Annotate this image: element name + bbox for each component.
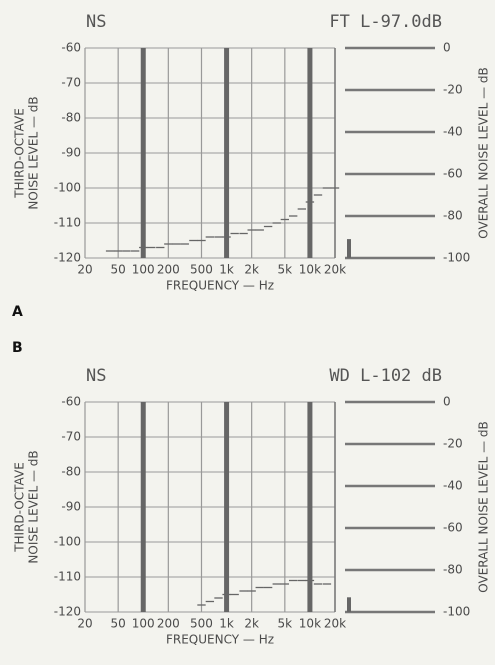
panel-label: A bbox=[12, 304, 23, 320]
y2-tick-label: -60 bbox=[443, 167, 463, 181]
y2-tick-label: 0 bbox=[443, 395, 451, 409]
x-tick-label: 500 bbox=[190, 617, 213, 631]
y2-tick-label: -80 bbox=[443, 563, 463, 577]
chart-subtitle: WD L-102 dB bbox=[329, 366, 442, 386]
x-tick-label: 20k bbox=[324, 263, 346, 277]
x-axis-label: FREQUENCY — Hz bbox=[166, 633, 274, 647]
y2-tick-label: -40 bbox=[443, 479, 463, 493]
y2-axis-label: OVERALL NOISE LEVEL — dB bbox=[477, 421, 491, 592]
x-tick-label: 50 bbox=[111, 617, 126, 631]
y2-tick-label: -100 bbox=[443, 251, 470, 265]
y-axis-label: NOISE LEVEL — dB bbox=[27, 450, 41, 563]
y-tick-label: -110 bbox=[54, 570, 81, 584]
x-tick-label: 10k bbox=[299, 263, 321, 277]
y2-tick-label: 0 bbox=[443, 41, 451, 55]
x-tick-label: 200 bbox=[157, 263, 180, 277]
y2-axis-label: OVERALL NOISE LEVEL — dB bbox=[477, 67, 491, 238]
y-tick-label: -100 bbox=[54, 181, 81, 195]
y-tick-label: -110 bbox=[54, 216, 81, 230]
x-tick-label: 10k bbox=[299, 617, 321, 631]
y-tick-label: -120 bbox=[54, 605, 81, 619]
y-tick-label: -90 bbox=[61, 500, 81, 514]
x-axis-label: FREQUENCY — Hz bbox=[166, 279, 274, 293]
y-tick-label: -80 bbox=[61, 111, 81, 125]
chart-title: NS bbox=[86, 12, 106, 32]
x-tick-label: 20 bbox=[77, 263, 92, 277]
x-tick-label: 200 bbox=[157, 617, 180, 631]
y2-tick-label: -20 bbox=[443, 437, 463, 451]
chart-title: NS bbox=[86, 366, 106, 386]
x-tick-label: 500 bbox=[190, 263, 213, 277]
chart-subtitle: FT L-97.0dB bbox=[329, 12, 442, 32]
y-axis-label: THIRD-OCTAVE bbox=[13, 462, 27, 553]
x-tick-label: 5k bbox=[278, 263, 293, 277]
x-tick-label: 5k bbox=[278, 617, 293, 631]
x-tick-label: 2k bbox=[244, 617, 259, 631]
x-tick-label: 100 bbox=[132, 263, 155, 277]
y2-tick-label: -80 bbox=[443, 209, 463, 223]
y2-tick-label: -60 bbox=[443, 521, 463, 535]
y2-tick-label: -100 bbox=[443, 605, 470, 619]
y-tick-label: -90 bbox=[61, 146, 81, 160]
overall-level-bar bbox=[347, 597, 351, 612]
y-axis-label: THIRD-OCTAVE bbox=[13, 108, 27, 199]
y2-tick-label: -20 bbox=[443, 83, 463, 97]
y-tick-label: -80 bbox=[61, 465, 81, 479]
x-tick-label: 1k bbox=[219, 263, 234, 277]
x-tick-label: 50 bbox=[111, 263, 126, 277]
x-tick-label: 2k bbox=[244, 263, 259, 277]
y2-tick-label: -40 bbox=[443, 125, 463, 139]
y-tick-label: -60 bbox=[61, 41, 81, 55]
y-tick-label: -70 bbox=[61, 430, 81, 444]
x-tick-label: 20 bbox=[77, 617, 92, 631]
x-tick-label: 1k bbox=[219, 617, 234, 631]
y-tick-label: -60 bbox=[61, 395, 81, 409]
y-tick-label: -70 bbox=[61, 76, 81, 90]
panel-label: B bbox=[12, 340, 23, 356]
y-tick-label: -100 bbox=[54, 535, 81, 549]
y-axis-label: NOISE LEVEL — dB bbox=[27, 96, 41, 209]
x-tick-label: 20k bbox=[324, 617, 346, 631]
overall-level-bar bbox=[347, 239, 351, 258]
y-tick-label: -120 bbox=[54, 251, 81, 265]
x-tick-label: 100 bbox=[132, 617, 155, 631]
